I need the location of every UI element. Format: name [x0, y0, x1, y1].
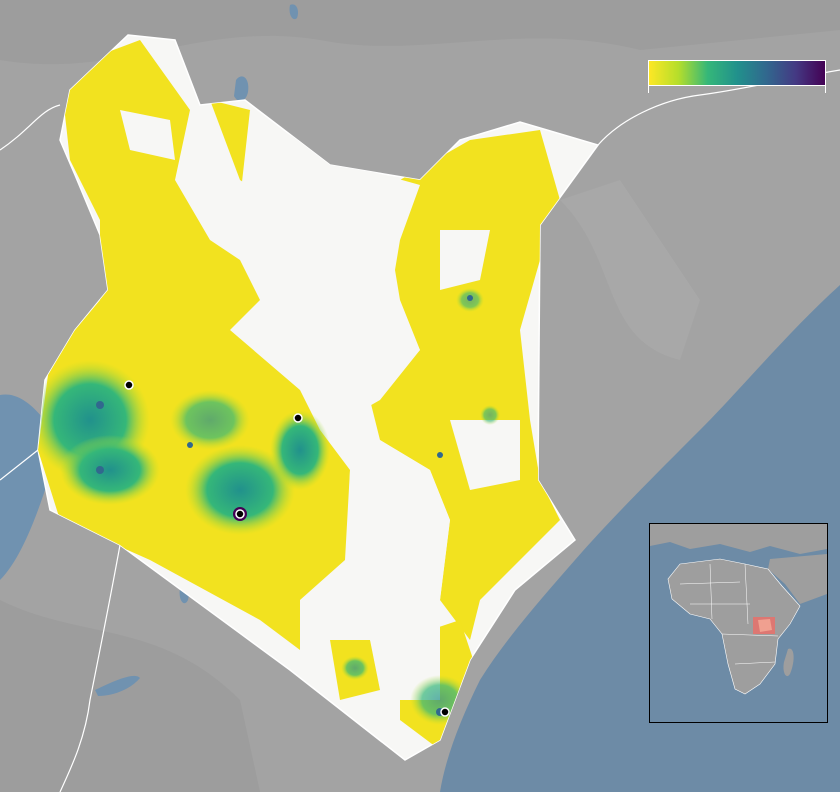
city-marker: [440, 707, 450, 717]
locator-inset-map: [649, 523, 828, 723]
europe-landmass: [650, 524, 827, 554]
city-marker: [235, 509, 245, 519]
legend-tick: [648, 85, 649, 93]
legend-color-bar: [648, 60, 826, 86]
legend-tick: [825, 85, 826, 93]
lake-chamo: [234, 76, 249, 101]
africa-locator: [650, 524, 827, 722]
density-legend: [648, 60, 826, 94]
lake-ethiopia-small: [289, 4, 299, 20]
city-markers: [124, 380, 450, 717]
madagascar-landmass: [783, 648, 794, 677]
kenya-outline: [758, 619, 772, 632]
arabia-landmass: [768, 554, 827, 604]
city-marker: [124, 380, 134, 390]
lake-manyara: [95, 675, 140, 696]
inset-borders: [679, 563, 779, 665]
city-marker: [293, 413, 303, 423]
africa-landmass: [667, 558, 801, 695]
population-density-layer: [38, 40, 560, 750]
